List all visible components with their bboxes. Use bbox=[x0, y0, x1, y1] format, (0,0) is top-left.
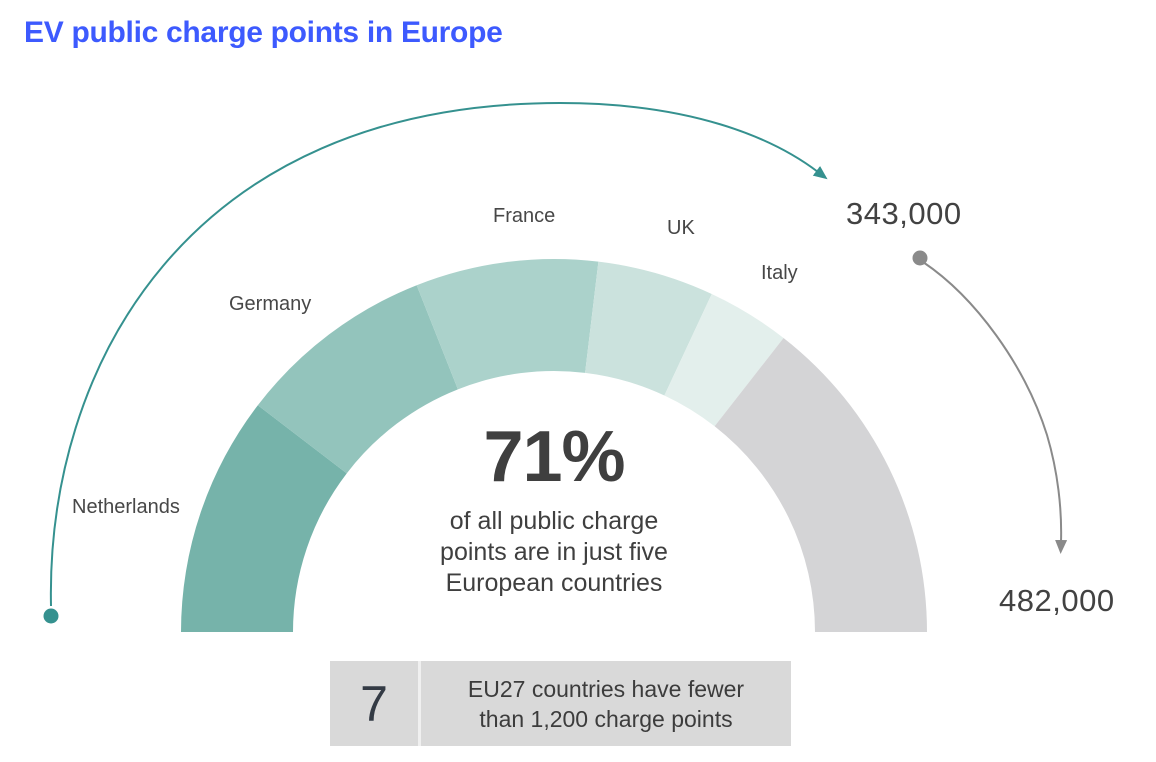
center-caption-line-2: points are in just five bbox=[440, 538, 668, 566]
gauge-arc bbox=[181, 258, 927, 632]
gauge-segment-germany bbox=[257, 285, 458, 474]
gauge-segment-netherlands bbox=[181, 405, 347, 632]
teal-arrow-start-dot bbox=[43, 608, 59, 624]
callout-text: EU27 countries have fewer than 1,200 cha… bbox=[421, 661, 791, 746]
segment-label-netherlands: Netherlands bbox=[72, 496, 180, 518]
callout-box: 7 EU27 countries have fewer than 1,200 c… bbox=[330, 661, 791, 746]
annotation-value-bottom: 482,000 bbox=[999, 583, 1115, 618]
gray-arrow-start-dot bbox=[912, 250, 928, 266]
center-percentage: 71% bbox=[483, 417, 625, 497]
segment-label-germany: Germany bbox=[229, 293, 312, 315]
segment-label-france: France bbox=[493, 205, 556, 227]
callout-text-line-2: than 1,200 charge points bbox=[479, 705, 733, 732]
callout-text-line-1: EU27 countries have fewer bbox=[467, 675, 745, 702]
segment-label-uk: UK bbox=[667, 217, 695, 239]
gauge-segment-france bbox=[416, 258, 599, 390]
callout-number: 7 bbox=[330, 661, 421, 746]
segment-label-italy: Italy bbox=[761, 262, 798, 284]
gauge-center-text: 71% of all public charge points are in j… bbox=[354, 420, 754, 599]
gauge-segment-uk bbox=[585, 261, 712, 396]
annotation-value-top: 343,000 bbox=[846, 196, 962, 231]
center-caption-line-3: European countries bbox=[445, 569, 663, 597]
teal-curved-arrow bbox=[49, 101, 828, 607]
gray-curved-arrow bbox=[922, 261, 1068, 554]
gauge-segment-italy bbox=[664, 294, 784, 427]
gauge-segment-rest bbox=[714, 337, 927, 632]
page-title: EV public charge points in Europe bbox=[24, 16, 503, 49]
center-caption-line-1: of all public charge bbox=[449, 507, 659, 535]
